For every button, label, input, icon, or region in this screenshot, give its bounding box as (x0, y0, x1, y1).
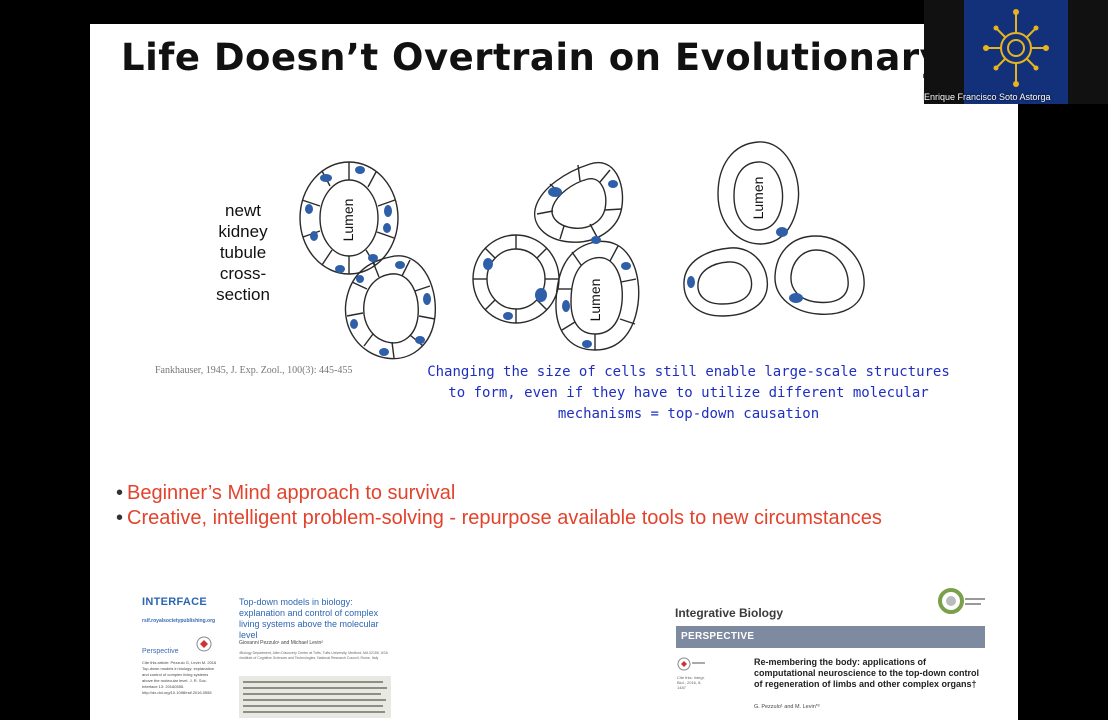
tubule-ring-3 (534, 161, 624, 243)
paper-affiliations: ¹Biology Department, Allen Discovery Cen… (239, 651, 388, 660)
tubule-ring-7 (683, 247, 769, 317)
phi-emblem-icon (983, 9, 1049, 87)
kidney-tubule-diagram: Lumen Lumen Lumen (299, 141, 865, 360)
article-type: Perspective (142, 648, 179, 655)
publisher-logo-icon (938, 588, 985, 614)
paper-thumbnail-integrative-biology: Integrative Biology PERSPECTIVE Cite thi… (675, 584, 990, 720)
newt-label-line: tubule (219, 243, 267, 262)
journal-name: INTERFACE (142, 596, 208, 608)
paper-authors: Giovanni Pezzulo¹ and Michael Levin² (239, 640, 323, 646)
abstract-block (239, 676, 391, 718)
article-citation: Cite this article: Pezzulo G, Levin M. 2… (142, 660, 217, 695)
tubule-ring-5 (555, 240, 640, 351)
cell-nuclei (305, 166, 803, 356)
bullet-list: • Beginner’s Mind approach to survival • C… (116, 481, 882, 531)
journal-name: Integrative Biology (675, 606, 784, 620)
newt-label-line: section (216, 285, 270, 304)
figure-caption: Changing the size of cells still enable … (427, 364, 950, 422)
newt-label-line: newt (225, 201, 261, 220)
journal-url: rsif.royalsocietypublishing.org (142, 618, 216, 624)
article-meta: Cite this: Integr. Biol., 2016, 8, 1487 (677, 675, 705, 690)
participant-video-tile[interactable]: Enrique Francisco Soto Astorga (924, 0, 1108, 104)
newt-kidney-label: newt kidney tubule cross- section (198, 200, 288, 305)
participant-name: Enrique Francisco Soto Astorga (924, 92, 1051, 102)
bullet-text: Creative, intelligent problem-solving - … (127, 507, 882, 529)
tubule-ring-1 (299, 161, 399, 275)
tubule-ring-4 (472, 234, 560, 324)
lumen-label-1: Lumen (340, 199, 356, 242)
paper-title: Top-down models in biology: explanation … (239, 597, 379, 640)
newt-label-line: cross- (219, 264, 267, 283)
figure-citation: Fankhauser, 1945, J. Exp. Zool., 100(3):… (155, 365, 353, 376)
bullet-item: • Creative, intelligent problem-solving -… (116, 507, 882, 529)
bullet-item: • Beginner’s Mind approach to survival (116, 482, 456, 504)
lumen-label-3: Lumen (750, 177, 766, 220)
paper-title: Re-membering the body: applications of c… (754, 657, 980, 689)
article-type-banner: PERSPECTIVE (676, 626, 985, 648)
lumen-label-2: Lumen (587, 279, 603, 322)
crossmark-icon (677, 657, 705, 671)
tubule-ring-6 (717, 141, 800, 245)
bullet-text: Beginner’s Mind approach to survival (127, 482, 456, 504)
tubule-ring-2 (344, 255, 437, 360)
tubule-ring-8 (774, 235, 865, 315)
slide-title: Life Doesn’t Overtrain on Evolutionary P… (121, 36, 1018, 79)
presentation-slide: Life Doesn’t Overtrain on Evolutionary P… (90, 24, 1018, 720)
paper-authors: G. Pezzulo¹ and M. Levin*² (754, 704, 820, 710)
paper-thumbnail-interface: INTERFACE rsif.royalsocietypublishing.or… (140, 594, 395, 720)
newt-label-line: kidney (218, 222, 268, 241)
crossmark-icon (196, 636, 212, 652)
